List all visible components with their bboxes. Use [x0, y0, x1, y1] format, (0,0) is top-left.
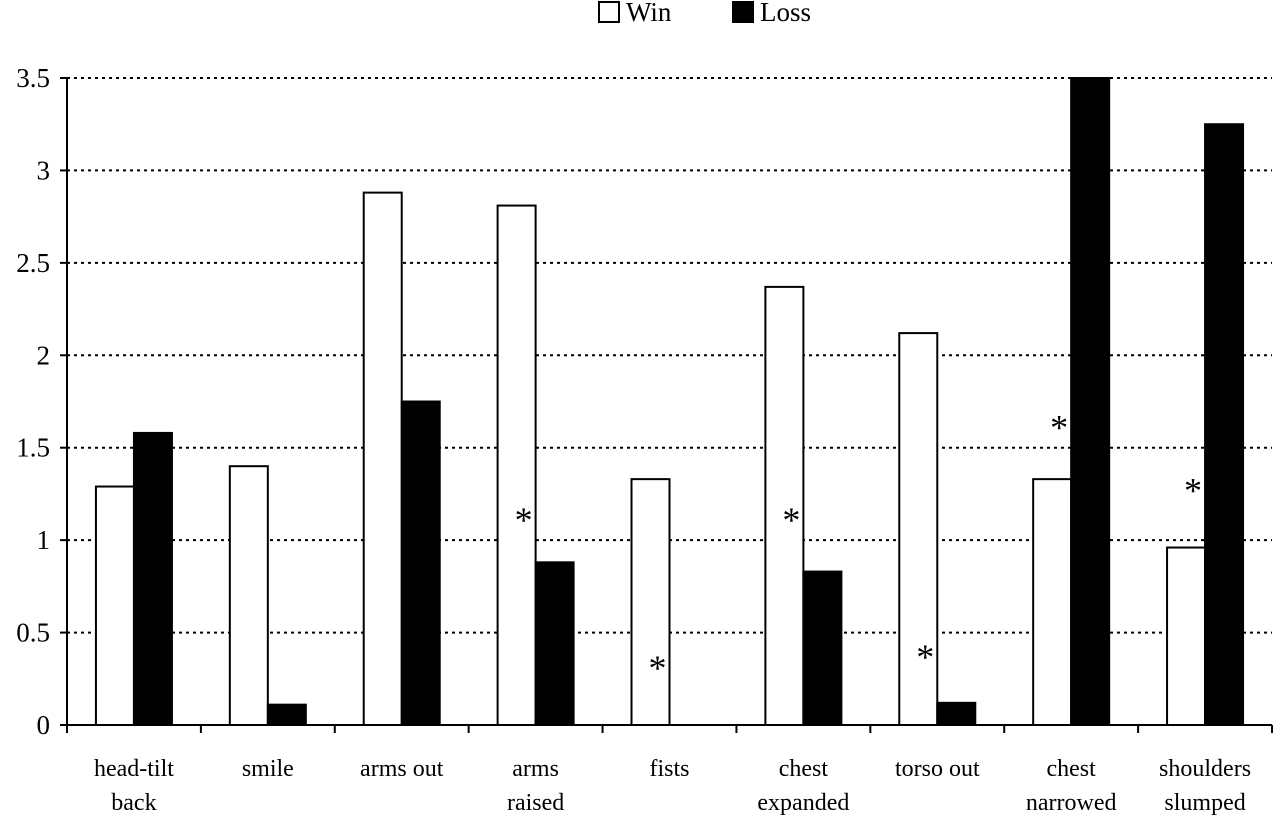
- legend: Win Loss: [598, 0, 811, 27]
- x-tick-label: chest expanded: [757, 756, 849, 816]
- x-tick-label: smile: [242, 756, 294, 782]
- x-axis-ticks: head-tilt back smile arms out arms raised fist…: [66, 725, 1273, 816]
- bar-loss: [1204, 123, 1245, 726]
- x-tick-label: head-tilt back: [94, 756, 174, 816]
- bar-loss: [1070, 77, 1111, 726]
- legend-label-win: Win: [626, 0, 672, 27]
- bar-win: [496, 204, 537, 726]
- significance-asterisk: *: [515, 500, 533, 540]
- axes: [66, 78, 1272, 726]
- bar-loss: [266, 703, 307, 726]
- x-tick-label: arms raised: [507, 756, 564, 816]
- bar-loss: [132, 431, 173, 726]
- bar-win: [1032, 478, 1073, 727]
- legend-swatch-loss: [732, 1, 754, 23]
- bar-loss: [400, 400, 441, 726]
- y-tick-label: 2: [37, 340, 51, 370]
- bar-win: [94, 485, 135, 726]
- x-tick-label: shoulders slumped: [1159, 756, 1251, 816]
- bar-loss: [936, 701, 977, 726]
- bar-win: [630, 478, 671, 727]
- bar-win: [362, 191, 403, 726]
- y-tick-label: 1: [37, 525, 51, 555]
- bar-loss: [802, 570, 843, 726]
- bars: [94, 77, 1245, 727]
- significance-asterisk: *: [649, 648, 667, 688]
- significance-asterisk: *: [1050, 408, 1068, 448]
- bar-win: [898, 332, 939, 726]
- bar-loss: [534, 561, 575, 727]
- legend-swatch-win: [598, 1, 620, 23]
- bar-win: [228, 465, 269, 726]
- significance-asterisk: *: [916, 637, 934, 677]
- x-tick-label: chest narrowed: [1026, 756, 1117, 816]
- y-tick-label: 3: [37, 155, 51, 185]
- y-tick-label: 3.5: [16, 63, 50, 93]
- x-tick-label: torso out: [895, 756, 980, 782]
- bar-win: [1166, 546, 1207, 727]
- annotations: * * * * * *: [515, 408, 1202, 688]
- y-tick-label: 0: [37, 710, 51, 740]
- significance-asterisk: *: [782, 500, 800, 540]
- significance-asterisk: *: [1184, 470, 1202, 510]
- y-tick-label: 1.5: [16, 433, 50, 463]
- y-axis-ticks: 0 0.5 1 1.5 2 2.5 3 3.5: [16, 63, 67, 740]
- legend-label-loss: Loss: [760, 0, 811, 27]
- x-tick-label: arms out: [360, 756, 444, 782]
- x-tick-label: fists: [649, 756, 689, 782]
- bar-win: [764, 285, 805, 726]
- y-tick-label: 2.5: [16, 248, 50, 278]
- y-tick-label: 0.5: [16, 618, 50, 648]
